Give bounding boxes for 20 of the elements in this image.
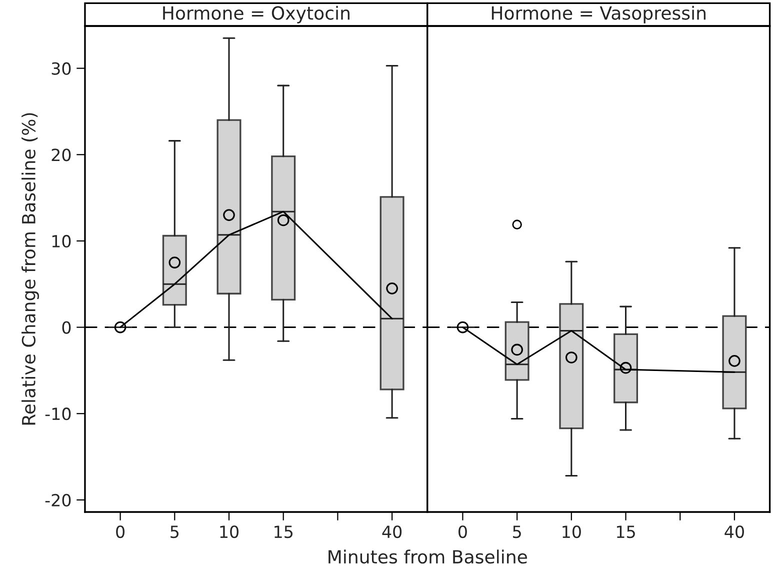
- x-axis-title: Minutes from Baseline: [328, 550, 527, 564]
- y-tick-label: -20: [45, 494, 71, 506]
- x-tick-label: 10: [562, 525, 581, 538]
- x-tick-label: 5: [513, 526, 521, 538]
- y-axis-title: Relative Change from Baseline (%): [22, 113, 39, 425]
- x-tick-label: 10: [220, 525, 238, 538]
- x-tick-label: 15: [274, 526, 292, 538]
- chart-title: Hormone = Vasopressin: [492, 6, 706, 24]
- x-tick-label: 40: [382, 525, 402, 538]
- chart-title: Hormone = Oxytocin: [163, 6, 350, 24]
- y-tick-label: 10: [52, 234, 71, 248]
- x-tick-label: 0: [458, 525, 467, 538]
- x-tick-label: 40: [724, 525, 744, 538]
- y-tick-label: -10: [45, 408, 71, 420]
- x-tick-label: 0: [116, 525, 124, 538]
- x-tick-label: 5: [170, 526, 178, 538]
- y-tick-label: 20: [52, 148, 71, 162]
- x-tick-label: 15: [616, 526, 635, 538]
- y-tick-label: 30: [52, 62, 71, 75]
- y-tick-label: 0: [62, 321, 71, 334]
